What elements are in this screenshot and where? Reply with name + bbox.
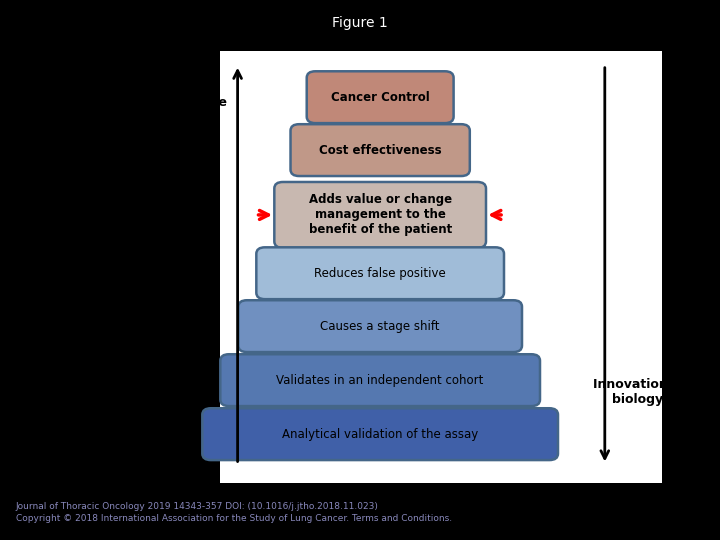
Bar [220,51,662,483]
Text: Causes a stage shift: Causes a stage shift [320,320,440,333]
Text: Cost effectiveness: Cost effectiveness [319,144,441,157]
FancyBboxPatch shape [202,408,558,460]
FancyBboxPatch shape [307,71,454,123]
FancyBboxPatch shape [220,354,540,406]
Text: Analytical validation of the assay: Analytical validation of the assay [282,428,478,441]
Text: Figure 1: Figure 1 [332,16,388,30]
Text: Adds value or change
management to the
benefit of the patient: Adds value or change management to the b… [309,193,451,237]
Text: Validates in an independent cohort: Validates in an independent cohort [276,374,484,387]
Text: Cancer Control: Cancer Control [330,91,430,104]
Text: Reduces false positive: Reduces false positive [315,267,446,280]
FancyBboxPatch shape [274,182,486,248]
FancyBboxPatch shape [291,124,470,176]
Text: Cost & time: Cost & time [145,96,227,109]
FancyBboxPatch shape [256,247,504,299]
FancyBboxPatch shape [238,300,522,352]
Text: Innovation &
biology: Innovation & biology [593,377,683,406]
Text: Copyright © 2018 International Association for the Study of Lung Cancer. Terms a: Copyright © 2018 International Associati… [16,514,452,523]
Text: Journal of Thoracic Oncology 2019 14343-357 DOI: (10.1016/j.jtho.2018.11.023): Journal of Thoracic Oncology 2019 14343-… [16,502,379,511]
